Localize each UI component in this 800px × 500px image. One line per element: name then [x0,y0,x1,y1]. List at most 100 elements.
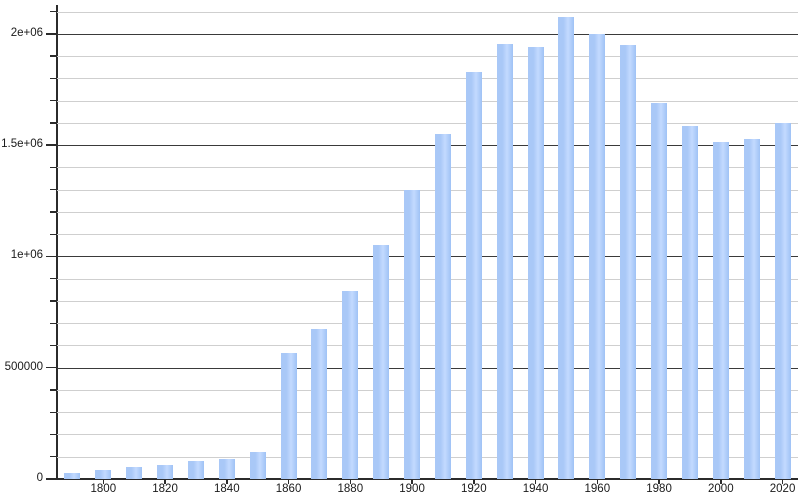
y-axis-tick [50,278,57,280]
gridline-minor [57,234,798,236]
x-axis-line [56,478,798,480]
y-axis-tick [46,367,57,369]
x-axis-tick [102,479,104,484]
gridline-minor [57,56,798,58]
y-axis-tick [50,10,57,13]
plot-area [57,5,798,479]
bar [218,458,235,479]
gridline-minor [57,189,798,191]
gridline-minor [57,211,798,213]
gridline-minor [57,456,798,458]
y-axis-label: 1.5e+06 [1,138,43,151]
bar [187,461,204,479]
x-axis-label: 1900 [399,483,425,495]
y-axis-tick [50,456,57,458]
x-axis-tick [349,479,351,484]
gridline-major [57,33,798,35]
y-axis-label: 2e+06 [10,26,43,39]
y-axis-tick [50,211,57,213]
bars-group [57,5,798,479]
gridline-minor [57,122,798,124]
bar [373,244,390,479]
bar [311,329,328,479]
x-axis-label: 1960 [584,483,611,495]
y-axis-tick [50,55,57,57]
x-axis-tick [473,479,475,484]
x-axis-label: 1880 [337,483,364,495]
x-axis-label: 1840 [214,483,240,495]
y-axis-tick [50,411,57,413]
y-axis-tick [50,300,57,302]
y-axis-tick [46,144,57,146]
y-axis-tick [46,33,57,35]
x-axis-label: 1800 [90,483,117,495]
gridline-minor [57,167,798,169]
x-axis-tick [720,479,722,484]
x-axis-tick [411,479,413,484]
gridline-major [57,145,798,147]
y-axis-tick [46,255,57,258]
gridline-minor [57,345,798,347]
x-axis-label: 1860 [275,483,302,495]
y-axis-tick [50,122,57,124]
bar [651,103,668,479]
x-axis-label: 2020 [769,483,796,495]
y-axis-tick [50,433,57,436]
x-axis-label: 1980 [646,483,672,495]
gridline-minor [57,300,798,302]
bar [527,47,544,479]
bar [589,33,606,479]
y-axis-tick [50,233,57,235]
gridline-major [57,256,798,258]
gridline-minor [57,434,798,436]
bar [280,353,297,479]
bar [404,190,421,479]
y-axis-label: 500000 [4,360,43,373]
y-axis-tick [50,344,57,347]
bar [496,43,513,479]
bar [126,467,143,479]
x-axis-tick [781,479,784,484]
bar [712,142,729,479]
x-axis-label: 1920 [461,483,487,495]
gridlines [57,5,798,479]
gridline-minor [57,412,798,414]
bar [558,16,575,479]
x-axis-tick [534,479,537,484]
gridline-major [57,367,798,369]
bar [95,470,112,479]
gridline-minor [57,11,798,13]
gridline-minor [57,323,798,325]
y-axis-tick [46,478,57,480]
x-axis-tick [226,479,228,484]
bar [249,451,266,479]
bar [342,290,359,479]
bar [434,133,451,479]
gridline-minor [57,389,798,391]
bar [157,464,174,479]
x-axis-label: 1820 [152,483,178,495]
bar [620,44,637,479]
bar [465,71,482,479]
x-axis-tick [658,479,660,484]
bar [681,126,698,479]
x-axis-tick [287,479,290,484]
y-axis-line [56,5,58,479]
y-axis-tick [50,77,57,80]
y-axis-tick [50,189,57,191]
x-axis-label: 2000 [708,483,734,495]
bar [774,122,791,479]
gridline-minor [57,278,798,280]
x-axis-label: 1940 [522,483,549,495]
gridline-minor [57,100,798,102]
x-axis-tick [596,479,598,484]
y-axis-tick [50,99,57,102]
y-axis-label: 0 [36,472,43,484]
gridline-minor [57,78,798,80]
x-axis-tick [164,479,166,484]
y-axis-label: 1e+06 [10,249,43,262]
y-axis-tick [50,389,57,391]
y-axis-tick [50,322,57,324]
bar [64,473,81,479]
